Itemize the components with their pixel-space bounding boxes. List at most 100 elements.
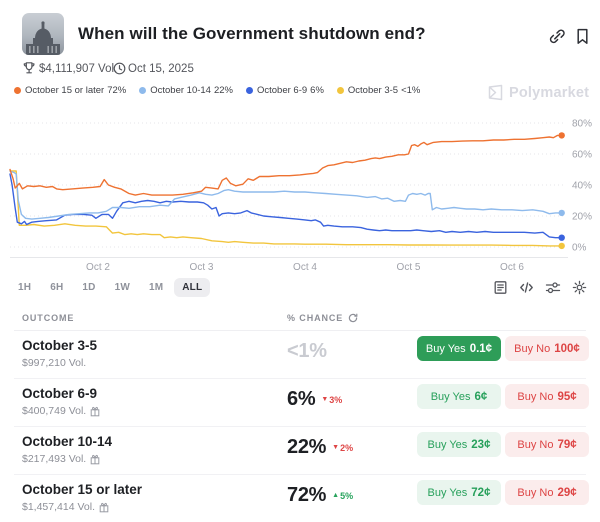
buy-no-label: Buy No (517, 390, 554, 403)
chance-value: <1% (287, 340, 327, 362)
change-value: 3% (329, 394, 343, 405)
buy-yes-price: 23¢ (471, 438, 491, 451)
legend-value: 6% (310, 85, 324, 96)
outcome-volume: $217,493 Vol. (22, 453, 100, 465)
legend-dot-orange (14, 87, 21, 94)
chance-cell: 72% 5% (287, 484, 353, 507)
buy-no-label: Buy No (514, 342, 551, 355)
legend-dot-yellow (336, 87, 344, 94)
reward-gift-icon (90, 454, 100, 464)
time-range-6h[interactable]: 6H (42, 278, 71, 297)
svg-text:60%: 60% (572, 150, 592, 161)
event-volume: $4,111,907 Vol. (39, 63, 118, 75)
chance-header-label: % CHANCE (287, 313, 344, 323)
time-range-1h[interactable]: 1H (10, 278, 39, 297)
chance-change-down: 3% (321, 395, 342, 405)
settings-gear-icon[interactable] (572, 280, 587, 295)
outcome-name[interactable]: October 10-14 (22, 434, 113, 449)
chance-change-down: 2% (332, 443, 353, 453)
chance-value: 22% (287, 436, 327, 458)
svg-text:Oct 2: Oct 2 (86, 262, 110, 273)
buy-yes-button[interactable]: Buy Yes 6¢ (417, 384, 501, 409)
chance-cell: <1% (287, 340, 327, 363)
time-range-1w[interactable]: 1W (107, 278, 138, 297)
chance-cell: 22% 2% (287, 436, 353, 459)
buy-no-button[interactable]: Buy No 95¢ (505, 384, 589, 409)
legend-value: 72% (107, 85, 127, 96)
outcome-volume: $997,210 Vol. (22, 357, 86, 369)
buy-no-label: Buy No (517, 486, 554, 499)
legend-label: October 10-14 (150, 85, 211, 96)
reward-gift-icon (99, 502, 109, 512)
table-row[interactable]: October 10-14 $217,493 Vol. 22% 2% Buy Y… (14, 427, 589, 475)
chance-value: 72% (287, 484, 327, 506)
refresh-icon[interactable] (348, 313, 358, 323)
buy-yes-button[interactable]: Buy Yes 23¢ (417, 432, 501, 457)
sliders-icon[interactable] (545, 280, 561, 295)
page-title: When will the Government shutdown end? (78, 24, 426, 43)
chance-value: 6% (287, 388, 316, 410)
buy-yes-price: 0.1¢ (469, 342, 493, 355)
legend-label: October 3-5 (347, 85, 399, 96)
buy-yes-price: 6¢ (474, 390, 488, 403)
capitol-building-icon (22, 13, 64, 55)
event-end-date: Oct 15, 2025 (128, 63, 194, 75)
buy-yes-label: Buy Yes (425, 342, 466, 355)
buy-no-price: 95¢ (557, 390, 577, 403)
svg-text:80%: 80% (572, 119, 592, 130)
legend-item-oct10-14: October 10-14 22% (139, 85, 233, 96)
change-value: 5% (340, 490, 354, 501)
time-range-1m[interactable]: 1M (141, 278, 171, 297)
svg-text:Oct 5: Oct 5 (397, 262, 421, 273)
legend-dot-lightblue (139, 87, 147, 94)
svg-text:40%: 40% (572, 181, 592, 192)
time-range-1d[interactable]: 1D (74, 278, 103, 297)
down-arrow-icon (321, 396, 328, 403)
trophy-icon (22, 61, 36, 81)
buy-no-button[interactable]: Buy No 79¢ (505, 432, 589, 457)
polymarket-logo-icon (488, 84, 503, 101)
outcome-name[interactable]: October 3-5 (22, 338, 98, 353)
bookmark-icon[interactable] (575, 28, 591, 44)
embed-code-icon[interactable] (519, 280, 534, 295)
event-image-capitol (22, 13, 64, 55)
reward-gift-icon (90, 406, 100, 416)
table-header: OUTCOME % CHANCE (14, 308, 586, 331)
copy-link-icon[interactable] (549, 28, 565, 44)
outcome-name[interactable]: October 6-9 (22, 386, 98, 401)
table-row[interactable]: October 6-9 $400,749 Vol. 6% 3% Buy Yes … (14, 379, 589, 427)
legend-label: October 6-9 (256, 85, 308, 96)
svg-text:20%: 20% (572, 212, 592, 223)
legend-item-oct15-or-later: October 15 or later 72% (14, 85, 126, 96)
legend-item-oct6-9: October 6-9 6% (245, 85, 324, 96)
chance-column-header: % CHANCE (287, 313, 358, 323)
chance-cell: 6% 3% (287, 388, 342, 411)
legend-value: <1% (401, 85, 421, 96)
chance-change-up: 5% (332, 491, 353, 501)
buy-no-button[interactable]: Buy No 100¢ (505, 336, 589, 361)
clock-icon (113, 62, 126, 80)
time-range-selector: 1H 6H 1D 1W 1M ALL (10, 278, 211, 297)
change-value: 2% (340, 442, 354, 453)
table-row[interactable]: October 3-5 $997,210 Vol. <1% Buy Yes 0.… (14, 331, 589, 379)
polymarket-watermark: Polymarket (487, 84, 589, 101)
outcome-volume-text: $217,493 Vol. (22, 453, 87, 465)
buy-yes-label: Buy Yes (430, 390, 471, 403)
outcome-volume: $400,749 Vol. (22, 405, 100, 417)
buy-yes-label: Buy Yes (427, 486, 468, 499)
outcome-column-header: OUTCOME (22, 313, 75, 323)
article-icon[interactable] (493, 280, 508, 295)
up-arrow-icon (332, 492, 339, 499)
time-range-all[interactable]: ALL (174, 278, 211, 297)
buy-yes-button[interactable]: Buy Yes 72¢ (417, 480, 501, 505)
svg-text:Oct 3: Oct 3 (190, 262, 214, 273)
legend-value: 22% (213, 85, 233, 96)
outcome-name[interactable]: October 15 or later (22, 482, 143, 497)
buy-yes-button[interactable]: Buy Yes 0.1¢ (417, 336, 501, 361)
price-history-chart[interactable]: 0% 20% 40% 60% 80% Oct 2 Oct 3 Oct 4 Oct 5 Oct 6 (0, 105, 600, 277)
table-row[interactable]: October 15 or later $1,457,414 Vol. 72% … (14, 475, 589, 522)
chart-tools (493, 280, 587, 295)
buy-no-price: 100¢ (554, 342, 580, 355)
buy-no-button[interactable]: Buy No 29¢ (505, 480, 589, 505)
legend-dot-blue (245, 87, 253, 94)
